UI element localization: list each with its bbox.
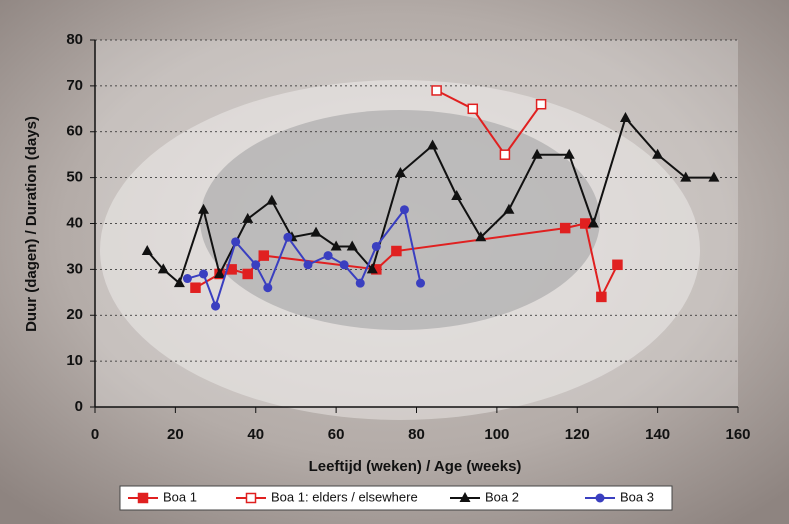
- marker: [680, 171, 692, 182]
- series-line: [146, 115, 714, 285]
- marker: [251, 260, 261, 270]
- marker: [263, 283, 273, 293]
- legend-label: Boa 3: [620, 489, 654, 504]
- legend-label: Boa 1: [163, 489, 197, 504]
- x-tick-label: 140: [645, 426, 670, 443]
- x-tick-label: 160: [725, 426, 750, 443]
- marker: [394, 167, 406, 178]
- marker: [587, 217, 599, 228]
- marker: [499, 149, 511, 160]
- marker: [258, 250, 270, 261]
- marker: [266, 194, 278, 205]
- marker: [157, 263, 169, 274]
- y-tick-label: 80: [66, 31, 83, 48]
- marker: [467, 103, 479, 115]
- marker: [303, 260, 313, 270]
- series-line: [187, 207, 422, 310]
- marker: [531, 148, 543, 159]
- marker: [475, 231, 487, 242]
- marker: [283, 232, 293, 242]
- legend-marker: [459, 492, 471, 502]
- y-tick-label: 40: [66, 214, 83, 231]
- marker: [141, 245, 153, 256]
- x-tick-label: 120: [565, 426, 590, 443]
- y-axis-label: Duur (dagen) / Duration (days): [23, 116, 40, 332]
- marker: [391, 245, 402, 257]
- y-tick-label: 30: [66, 260, 83, 277]
- marker: [708, 171, 720, 182]
- marker: [399, 205, 409, 215]
- marker: [652, 148, 664, 159]
- marker: [431, 85, 442, 96]
- marker: [619, 111, 631, 122]
- marker: [190, 282, 201, 293]
- marker: [339, 260, 349, 270]
- marker: [231, 237, 241, 247]
- legend-label: Boa 2: [485, 489, 519, 504]
- marker: [346, 240, 358, 251]
- photo-shape: [200, 110, 600, 330]
- marker: [199, 269, 209, 279]
- marker: [371, 241, 381, 251]
- marker: [580, 218, 591, 229]
- marker: [198, 203, 210, 214]
- marker: [596, 291, 607, 303]
- marker: [563, 148, 575, 159]
- y-tick-label: 20: [66, 306, 83, 323]
- marker: [330, 240, 342, 251]
- marker: [323, 251, 333, 261]
- marker: [211, 301, 221, 311]
- marker: [310, 226, 322, 237]
- x-tick-label: 100: [484, 426, 509, 443]
- y-tick-label: 70: [66, 77, 83, 94]
- legend-marker: [137, 492, 149, 504]
- marker: [355, 278, 365, 288]
- marker: [612, 259, 623, 271]
- marker: [242, 268, 253, 280]
- x-axis-label: Leeftijd (weken) / Age (weeks): [309, 458, 522, 475]
- y-tick-label: 60: [66, 123, 83, 140]
- legend: Boa 1 Boa 1: elders / elsewhere Boa 2 Boa 3: [119, 485, 673, 511]
- x-tick-label: 60: [328, 426, 345, 443]
- marker: [182, 274, 192, 284]
- series-line: [436, 89, 542, 157]
- marker: [559, 222, 571, 234]
- y-tick-label: 0: [75, 398, 83, 415]
- y-tick-label: 50: [66, 169, 83, 186]
- marker: [416, 278, 426, 288]
- marker: [535, 98, 547, 110]
- marker: [242, 212, 254, 223]
- x-tick-label: 80: [408, 426, 425, 443]
- legend-marker: [595, 493, 605, 503]
- legend-label: Boa 1: elders / elsewhere: [271, 489, 418, 504]
- marker: [451, 189, 463, 200]
- x-tick-label: 40: [247, 426, 264, 443]
- y-tick-label: 10: [66, 352, 83, 369]
- marker: [173, 277, 185, 288]
- marker: [503, 203, 515, 214]
- x-tick-label: 20: [167, 426, 184, 443]
- marker: [366, 263, 378, 274]
- marker: [427, 139, 439, 150]
- marker: [214, 267, 226, 278]
- legend-box: [119, 485, 673, 511]
- x-tick-label: 0: [91, 426, 99, 443]
- legend-marker: [245, 492, 257, 504]
